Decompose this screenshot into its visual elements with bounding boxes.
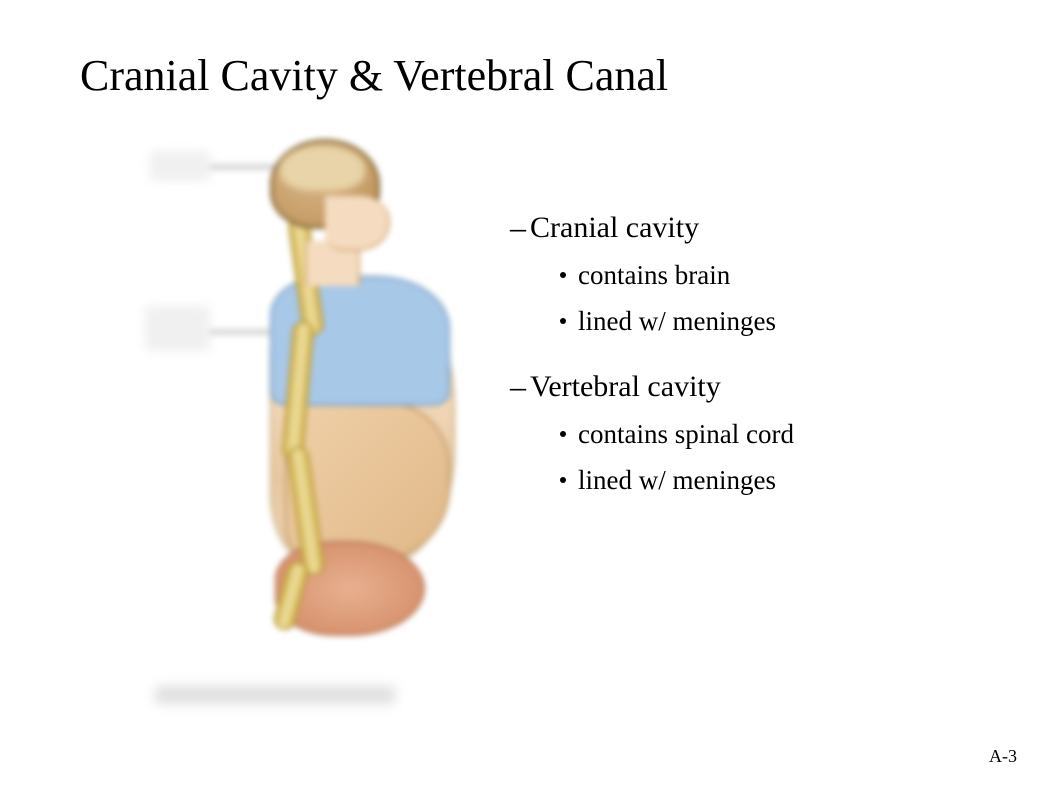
slide-title: Cranial Cavity & Vertebral Canal <box>80 50 982 101</box>
figure-column <box>80 121 500 741</box>
page-number: A-3 <box>989 746 1017 767</box>
slide-container: Cranial Cavity & Vertebral Canal <box>0 0 1062 797</box>
face-shape <box>325 196 390 251</box>
bullet-list-cranial: contains brain lined w/ meninges <box>560 257 982 340</box>
content-area: Cranial cavity contains brain lined w/ m… <box>80 121 982 741</box>
bullet-item: lined w/ meninges <box>560 462 982 498</box>
bullet-item: contains spinal cord <box>560 416 982 452</box>
section-heading-cranial: Cranial cavity <box>510 211 982 245</box>
figure-label-cranial <box>150 151 210 181</box>
anatomy-figure <box>140 121 470 721</box>
figure-label-vertebral <box>145 306 210 351</box>
figure-caption <box>155 686 395 704</box>
bullet-item: contains brain <box>560 257 982 293</box>
bullet-item: lined w/ meninges <box>560 303 982 339</box>
bullet-list-vertebral: contains spinal cord lined w/ meninges <box>560 416 982 499</box>
brain-shape <box>280 146 365 191</box>
text-column: Cranial cavity contains brain lined w/ m… <box>500 121 982 741</box>
section-heading-vertebral: Vertebral cavity <box>510 370 982 404</box>
